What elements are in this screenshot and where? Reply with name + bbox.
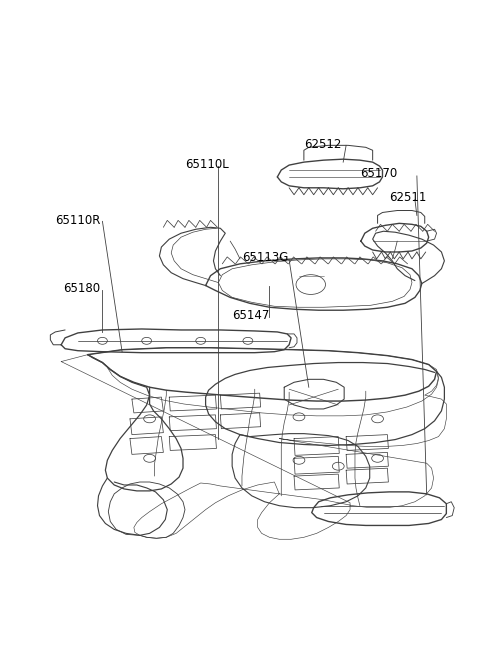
Text: 65110R: 65110R — [55, 214, 101, 227]
Text: 65110L: 65110L — [185, 158, 229, 170]
Text: 65170: 65170 — [360, 168, 397, 181]
Text: 65113G: 65113G — [242, 252, 288, 265]
Text: 65147: 65147 — [232, 309, 269, 322]
Text: 62512: 62512 — [304, 138, 341, 151]
Text: 62511: 62511 — [389, 191, 427, 204]
Text: 65180: 65180 — [63, 282, 100, 295]
